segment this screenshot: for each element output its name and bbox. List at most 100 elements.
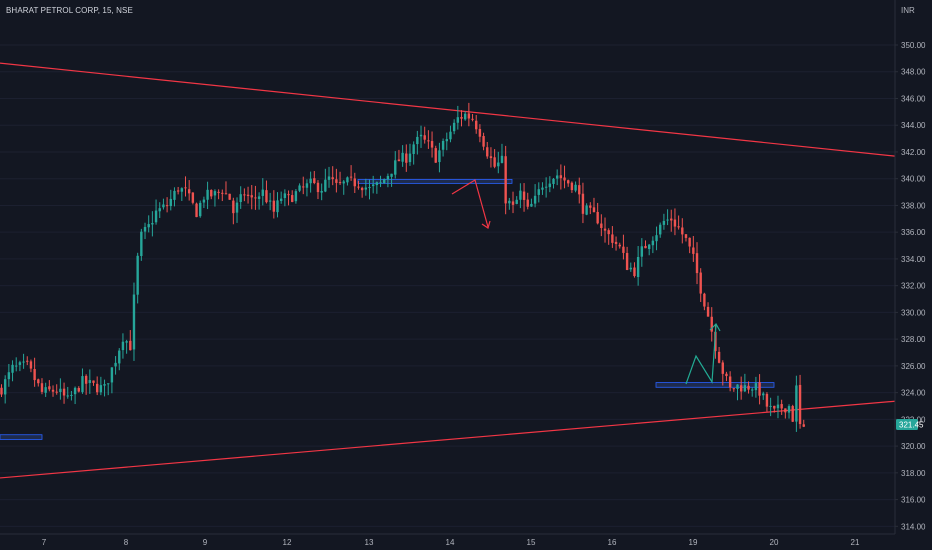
candle-body	[70, 394, 73, 396]
candle-body	[390, 173, 393, 177]
candle-body	[463, 113, 467, 120]
time-tick-label: 7	[42, 538, 47, 547]
candle-body	[493, 157, 496, 167]
candle-body	[787, 406, 791, 413]
candle-body	[250, 195, 253, 198]
trendline[interactable]	[0, 62, 896, 157]
price-tick-label: 332.00	[901, 282, 926, 291]
candle-body	[51, 389, 55, 392]
time-tick-label: 12	[283, 538, 292, 547]
candle-body	[81, 376, 84, 393]
down-projection-arrow[interactable]	[451, 179, 489, 228]
candle-body	[121, 341, 125, 351]
price-zone[interactable]	[655, 382, 775, 388]
candle-body	[103, 384, 106, 386]
candle-body	[567, 180, 570, 184]
candle-body	[84, 375, 88, 384]
candle-body	[511, 201, 515, 205]
support-resistance-zones[interactable]	[0, 178, 775, 440]
candle-body	[22, 361, 25, 363]
candle-body	[55, 391, 58, 393]
candle-body	[449, 131, 452, 140]
candle-body	[710, 316, 713, 332]
time-tick-label: 15	[527, 538, 536, 547]
candle-body	[732, 388, 736, 390]
candle-body	[29, 361, 33, 369]
candle-body	[7, 372, 11, 380]
candle-body	[802, 424, 805, 427]
candle-body	[471, 118, 474, 120]
price-zone[interactable]	[0, 434, 43, 440]
candle-body	[162, 204, 165, 208]
candle-body	[235, 202, 239, 213]
candle-body	[397, 159, 401, 162]
candle-body	[427, 140, 430, 142]
candle-body	[754, 383, 758, 391]
candle-body	[533, 195, 537, 204]
candle-body	[625, 252, 629, 270]
candle-body	[475, 120, 478, 130]
candle-body	[349, 176, 353, 178]
trendline[interactable]	[0, 400, 896, 479]
candle-body	[125, 341, 128, 343]
candle-body	[368, 187, 371, 189]
time-tick-label: 21	[851, 538, 860, 547]
price-axis-panel[interactable]	[895, 0, 932, 550]
candle-body	[18, 362, 22, 365]
candle-body	[191, 192, 195, 203]
candle-body	[633, 267, 636, 277]
candle-body	[405, 153, 408, 163]
up-projection-arrow[interactable]	[685, 324, 717, 385]
projection-arrows[interactable]	[451, 179, 721, 385]
candle-body	[655, 235, 658, 242]
price-tick-label: 346.00	[901, 94, 926, 103]
time-tick-label: 14	[446, 538, 455, 547]
candle-body	[283, 193, 287, 199]
price-tick-label: 350.00	[901, 41, 926, 50]
candle-body	[692, 247, 695, 254]
trendlines[interactable]	[0, 62, 896, 479]
price-tick-label: 324.00	[901, 389, 926, 398]
candle-body	[684, 234, 688, 238]
candle-body	[589, 205, 592, 208]
price-tick-label: 348.00	[901, 68, 926, 77]
candle-body	[677, 226, 680, 228]
candle-body	[622, 246, 625, 253]
candle-body	[66, 395, 69, 397]
candle-body	[37, 379, 40, 384]
candle-body	[780, 404, 783, 409]
candle-body	[544, 186, 548, 188]
candle-body	[795, 385, 798, 422]
candle-body	[695, 253, 699, 274]
candle-body	[758, 382, 761, 396]
candle-body	[118, 350, 121, 364]
candle-body	[243, 194, 246, 196]
candle-body	[416, 136, 419, 145]
candle-body	[555, 175, 559, 179]
candle-body	[419, 134, 423, 137]
candle-body	[202, 199, 206, 203]
candle-body	[147, 224, 150, 228]
candle-body	[412, 144, 415, 154]
current-price-label: 321.45	[899, 421, 924, 430]
candle-body	[456, 117, 460, 123]
candle-body	[3, 379, 7, 395]
candle-body	[309, 178, 312, 184]
candle-body	[213, 191, 217, 196]
candle-body	[276, 200, 279, 213]
candle-body	[784, 408, 787, 413]
candle-body	[515, 199, 518, 204]
time-axis-panel[interactable]	[0, 534, 932, 550]
candle-body	[603, 228, 607, 231]
time-tick-label: 19	[689, 538, 698, 547]
candle-body	[647, 244, 651, 250]
candle-body	[548, 183, 552, 188]
candle-body	[699, 272, 702, 294]
candle-body	[526, 199, 529, 207]
candle-body	[570, 182, 574, 191]
candle-body	[611, 234, 614, 243]
candle-body	[338, 182, 342, 184]
candle-body	[246, 194, 250, 196]
candle-body	[165, 205, 169, 207]
